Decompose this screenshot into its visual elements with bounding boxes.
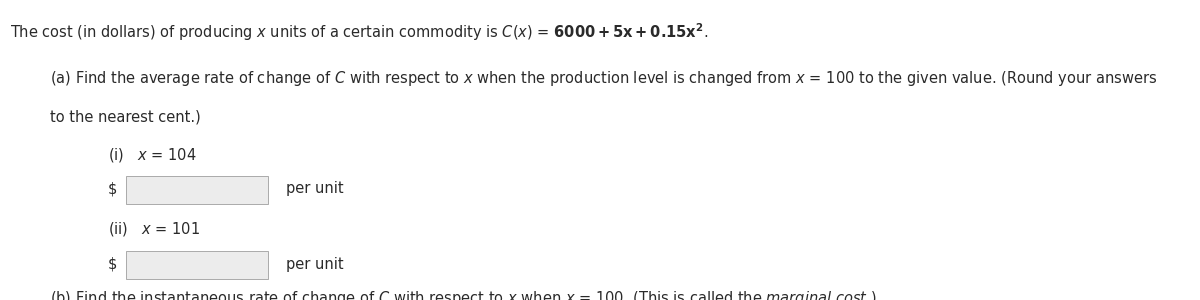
- Text: (ii)   $x$ = 101: (ii) $x$ = 101: [108, 220, 200, 238]
- Text: (b) Find the instantaneous rate of change of $C$ with respect to $x$ when $x$ = : (b) Find the instantaneous rate of chang…: [50, 289, 877, 300]
- FancyBboxPatch shape: [126, 250, 268, 279]
- Text: to the nearest cent.): to the nearest cent.): [50, 110, 202, 124]
- Text: per unit: per unit: [286, 182, 343, 196]
- Text: per unit: per unit: [286, 256, 343, 272]
- Text: The cost (in dollars) of producing $x$ units of a certain commodity is $C$($x$) : The cost (in dollars) of producing $x$ u…: [10, 21, 708, 43]
- FancyBboxPatch shape: [126, 176, 268, 204]
- Text: (a) Find the average rate of change of $C$ with respect to $x$ when the producti: (a) Find the average rate of change of $…: [50, 69, 1158, 88]
- Text: $: $: [108, 182, 118, 196]
- Text: $: $: [108, 256, 118, 272]
- Text: (i)   $x$ = 104: (i) $x$ = 104: [108, 146, 197, 164]
